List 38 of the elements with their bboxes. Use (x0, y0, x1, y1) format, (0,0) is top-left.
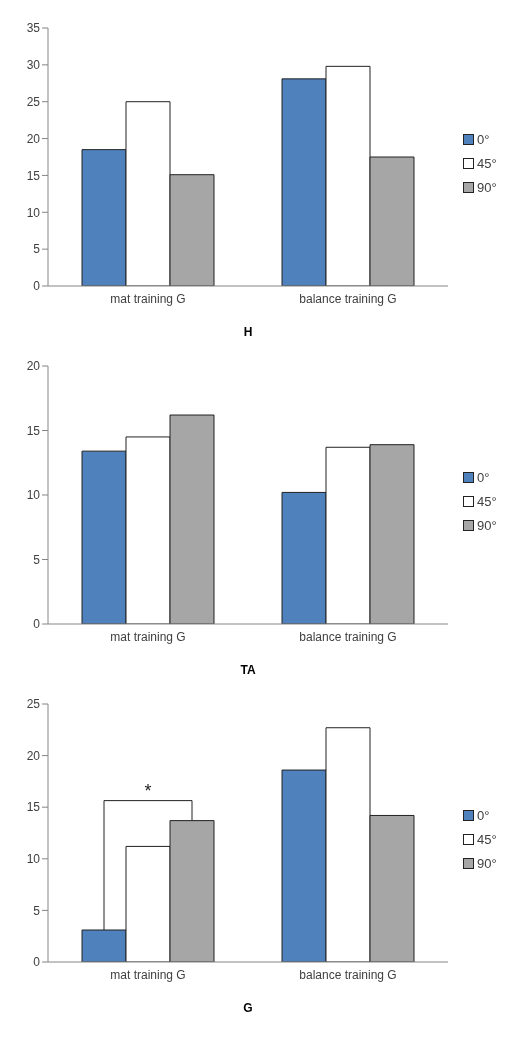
legend-label: 90° (477, 855, 497, 871)
y-tick-label: 15 (26, 423, 41, 438)
y-tick-label: 30 (26, 58, 41, 73)
y-tick-label: 20 (26, 131, 41, 146)
y-tick-label: 0 (33, 955, 41, 970)
y-tick-label: 10 (26, 205, 41, 220)
x-tick-label: mat training G (110, 967, 186, 982)
y-tick-label: 10 (26, 488, 41, 503)
y-tick-label: 5 (33, 242, 41, 257)
y-tick-label: 0 (33, 617, 41, 632)
y-tick-label: 20 (26, 748, 41, 763)
x-axis-title: G (243, 1001, 253, 1015)
y-tick-label: 10 (26, 852, 41, 867)
x-tick-label: balance training G (299, 967, 397, 982)
y-tick-label: 25 (26, 697, 41, 712)
y-tick-label: 0 (33, 279, 41, 294)
legend-label: 0° (477, 807, 490, 823)
y-tick-label: 25 (26, 94, 41, 109)
x-tick-label: balance training G (299, 629, 397, 644)
annotation: * (144, 780, 152, 801)
y-tick-label: 20 (26, 359, 41, 374)
legend-label: 90° (477, 179, 497, 195)
x-tick-label: mat training G (110, 629, 186, 644)
legend-label: 0° (477, 469, 490, 485)
y-tick-label: 15 (26, 168, 41, 183)
y-tick-label: 5 (33, 903, 41, 918)
x-axis-title: TA (240, 663, 256, 677)
legend-label: 45° (477, 493, 497, 509)
y-tick-label: 5 (33, 552, 41, 567)
x-tick-label: balance training G (299, 291, 397, 306)
legend-label: 45° (477, 155, 497, 171)
x-axis-title: H (243, 325, 253, 339)
legend-label: 45° (477, 831, 497, 847)
y-tick-label: 35 (26, 21, 41, 36)
x-tick-label: mat training G (110, 291, 186, 306)
legend-label: 90° (477, 517, 497, 533)
y-tick-label: 15 (26, 800, 41, 815)
legend-label: 0° (477, 131, 490, 147)
